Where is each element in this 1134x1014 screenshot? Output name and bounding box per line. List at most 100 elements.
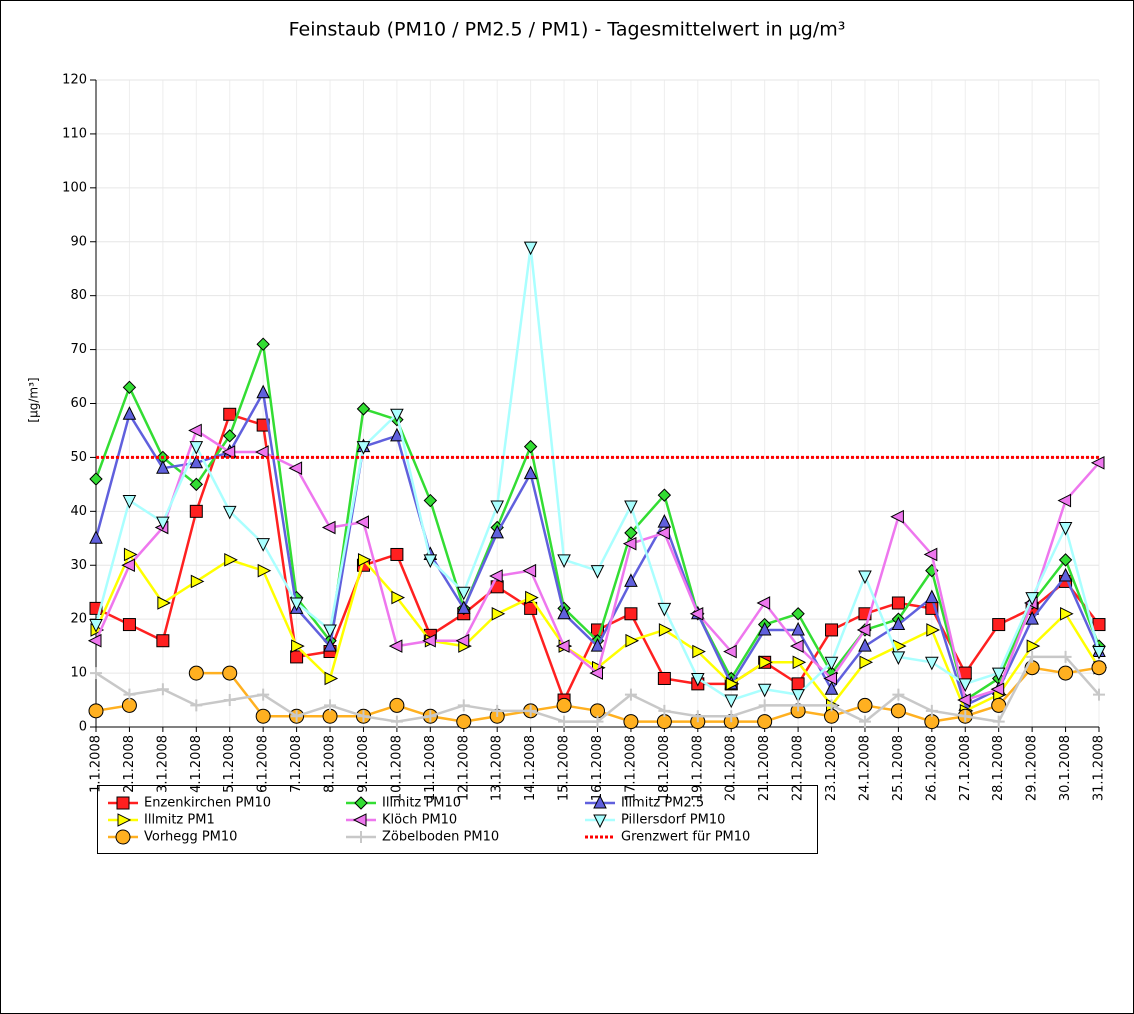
- marker: [858, 715, 871, 728]
- legend-label: Vorhegg PM10: [144, 830, 237, 845]
- marker: [856, 623, 871, 637]
- x-tick-label: 10.1.2008: [389, 735, 404, 801]
- marker: [891, 651, 906, 666]
- marker: [925, 704, 938, 717]
- x-tick-label: 1.1.2008: [89, 735, 104, 793]
- x-tick-label: 17.1.2008: [623, 735, 638, 801]
- y-tick-label: 90: [70, 234, 87, 249]
- marker: [323, 638, 337, 652]
- legend-marker: [116, 796, 130, 810]
- marker: [423, 493, 438, 508]
- marker: [791, 677, 805, 691]
- x-tick-label: 26.1.2008: [924, 735, 939, 801]
- marker: [188, 423, 202, 438]
- marker: [190, 574, 205, 589]
- marker: [825, 623, 839, 637]
- marker: [556, 697, 572, 713]
- marker: [926, 623, 940, 637]
- y-tick-label: 120: [62, 73, 87, 88]
- marker: [857, 697, 873, 713]
- legend-label: Enzenkirchen PM10: [144, 796, 271, 811]
- marker: [1090, 455, 1105, 470]
- marker: [223, 407, 237, 421]
- marker: [355, 515, 369, 529]
- x-tick-label: 3.1.2008: [155, 735, 170, 793]
- y-tick-label: 30: [70, 558, 87, 573]
- chart-title: Feinstaub (PM10 / PM2.5 / PM1) - Tagesmi…: [289, 19, 846, 41]
- x-tick-label: 9.1.2008: [356, 735, 371, 793]
- marker: [624, 573, 638, 587]
- marker: [689, 606, 704, 621]
- marker: [657, 602, 672, 617]
- marker: [859, 655, 874, 670]
- x-tick-label: 13.1.2008: [490, 735, 505, 801]
- marker: [757, 683, 772, 698]
- marker: [658, 623, 673, 637]
- marker: [891, 596, 905, 610]
- marker: [623, 714, 639, 730]
- marker: [657, 513, 672, 528]
- x-tick-label: 15.1.2008: [557, 735, 572, 801]
- marker: [756, 596, 771, 610]
- marker: [558, 715, 571, 728]
- legend-marker: [355, 831, 367, 843]
- marker: [223, 694, 236, 707]
- marker: [656, 526, 670, 540]
- marker: [190, 699, 203, 712]
- marker: [356, 441, 371, 455]
- marker: [390, 408, 404, 423]
- marker: [723, 644, 737, 659]
- y-tick-label: 0: [79, 720, 87, 735]
- marker: [991, 667, 1006, 682]
- marker: [456, 586, 471, 601]
- x-tick-label: 31.1.2008: [1092, 735, 1107, 801]
- y-tick-label: 110: [62, 126, 87, 141]
- marker: [791, 621, 805, 636]
- marker: [324, 699, 337, 712]
- legend-label: Zöbelboden PM10: [382, 830, 499, 845]
- marker: [90, 667, 102, 680]
- marker: [692, 644, 706, 659]
- marker: [1026, 650, 1039, 663]
- marker: [992, 618, 1006, 632]
- marker: [958, 678, 973, 692]
- marker: [1025, 611, 1039, 625]
- marker: [690, 672, 705, 687]
- marker: [122, 618, 136, 632]
- marker: [291, 639, 305, 653]
- x-tick-label: 30.1.2008: [1058, 735, 1073, 801]
- marker: [792, 699, 805, 712]
- marker: [657, 488, 672, 502]
- marker: [490, 524, 505, 539]
- x-tick-label: 16.1.2008: [590, 735, 605, 801]
- marker: [491, 704, 504, 717]
- marker: [156, 634, 170, 648]
- marker: [791, 689, 805, 703]
- marker: [256, 384, 270, 399]
- legend-label: Pillersdorf PM10: [621, 813, 725, 828]
- y-tick-label: 10: [70, 666, 87, 681]
- marker: [925, 589, 939, 604]
- marker: [389, 697, 405, 713]
- legend-marker: [593, 794, 607, 809]
- y-tick-label: 20: [70, 612, 87, 627]
- marker: [122, 380, 137, 395]
- x-tick-label: 4.1.2008: [189, 735, 204, 793]
- marker: [1058, 522, 1073, 536]
- marker: [88, 703, 104, 719]
- marker: [391, 590, 406, 605]
- marker: [456, 714, 472, 730]
- marker: [725, 677, 740, 691]
- marker: [189, 441, 204, 455]
- marker: [523, 439, 538, 454]
- marker: [123, 688, 136, 701]
- marker: [759, 655, 773, 670]
- marker: [557, 605, 571, 620]
- marker: [89, 619, 103, 633]
- marker: [390, 715, 403, 728]
- marker: [255, 445, 269, 459]
- marker: [624, 607, 638, 621]
- marker: [522, 563, 537, 578]
- x-tick-label: 6.1.2008: [256, 735, 271, 793]
